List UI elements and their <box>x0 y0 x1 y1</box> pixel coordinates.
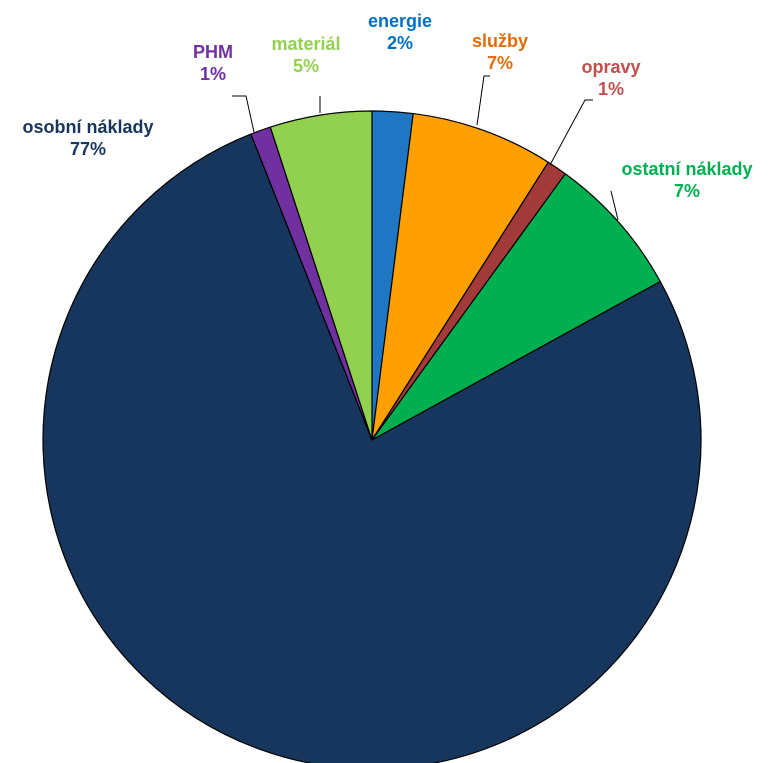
slice-osobn-n-klady <box>42 133 702 763</box>
label-name-opravy: opravy <box>581 57 640 77</box>
leader-line-phm <box>232 95 255 133</box>
label-name-materi-l: materiál <box>271 34 340 54</box>
pie-slices <box>42 110 702 763</box>
label-name-energie: energie <box>368 11 432 31</box>
leader-line-opravy <box>549 99 593 166</box>
slice-materi-l <box>269 110 373 441</box>
slice-slu-by <box>371 112 549 441</box>
label-value-materi-l: 5% <box>293 56 319 76</box>
label-name-slu-by: služby <box>472 31 528 51</box>
label-value-opravy: 1% <box>598 79 624 99</box>
label-value-phm: 1% <box>200 64 226 84</box>
label-value-ostatn-n-klady: 7% <box>674 181 700 201</box>
label-value-osobn-n-klady: 77% <box>70 139 106 159</box>
label-value-energie: 2% <box>387 33 413 53</box>
leader-line-ostatn-n-klady <box>610 190 619 221</box>
slice-ostatn-n-klady <box>371 173 661 441</box>
label-value-slu-by: 7% <box>487 53 513 73</box>
label-name-ostatn-n-klady: ostatní náklady <box>621 159 752 179</box>
label-name-phm: PHM <box>193 42 233 62</box>
label-name-osobn-n-klady: osobní náklady <box>22 117 153 137</box>
leader-lines <box>232 75 619 221</box>
leader-line-slu-by <box>476 75 490 126</box>
